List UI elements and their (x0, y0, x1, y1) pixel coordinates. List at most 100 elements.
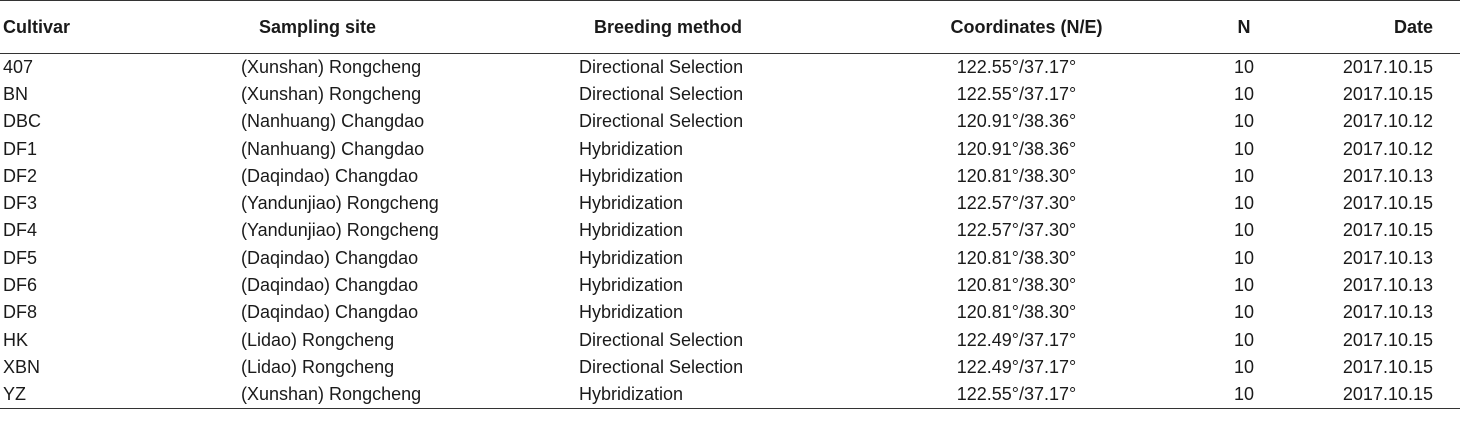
table-row: YZ (Xunshan) Rongcheng Hybridization 122.55… (0, 381, 1460, 409)
cultivar-cell: DF1 (3, 138, 38, 159)
coordinates-cell: 122.55°/37.17° (956, 83, 1077, 104)
date-cell: 2017.10.15 (1342, 56, 1433, 77)
date-cell: 2017.10.13 (1342, 275, 1433, 296)
table-body: 407 (Xunshan) Rongcheng Directional Select… (0, 54, 1460, 409)
table-row: DF8 (Daqindao) Changdao Hybridization 120.8… (0, 299, 1460, 326)
table-row: HK (Lidao) Rongcheng Directional Selection… (0, 326, 1460, 353)
cultivar-table: Cultivar Sampling site Breeding method C… (0, 0, 1460, 409)
table-row: DF4 (Yandunjiao) Rongcheng Hybridization 12… (0, 217, 1460, 244)
n-cell: 10 (1233, 220, 1255, 241)
sampling-site-cell: (Lidao) Rongcheng (241, 329, 395, 350)
date-cell: 2017.10.15 (1342, 220, 1433, 241)
cultivar-cell: BN (3, 83, 29, 104)
sampling-site-cell: (Yandunjiao) Rongcheng (241, 193, 439, 214)
date-cell: 2017.10.13 (1342, 165, 1433, 186)
coordinates-cell: 120.81°/38.30° (956, 275, 1077, 296)
header-cultivar: Cultivar (0, 0, 241, 54)
coordinates-cell: 120.91°/38.36° (956, 111, 1077, 132)
breeding-method-cell: Hybridization (579, 165, 684, 186)
n-cell: 10 (1233, 302, 1255, 323)
sampling-site-cell: (Daqindao) Changdao (241, 302, 419, 323)
coordinates-cell: 122.49°/37.17° (956, 329, 1077, 350)
breeding-method-cell: Directional Selection (579, 356, 744, 377)
sampling-site-cell: (Xunshan) Rongcheng (241, 83, 422, 104)
date-cell: 2017.10.15 (1342, 356, 1433, 377)
cultivar-cell: XBN (3, 356, 41, 377)
date-cell: 2017.10.15 (1342, 83, 1433, 104)
coordinates-cell: 122.49°/37.17° (956, 356, 1077, 377)
coordinates-cell: 122.55°/37.17° (879, 381, 1174, 409)
n-cell: 10 (1233, 329, 1255, 350)
n-cell: 10 (1174, 381, 1314, 409)
table-row: DF1 (Nanhuang) Changdao Hybridization 120.9… (0, 135, 1460, 162)
coordinates-cell: 120.81°/38.30° (956, 165, 1077, 186)
cultivar-cell: DF8 (3, 302, 38, 323)
table-row: XBN (Lidao) Rongcheng Directional Selectio… (0, 354, 1460, 381)
sampling-site-cell: (Lidao) Rongcheng (241, 356, 395, 377)
n-cell: 10 (1233, 275, 1255, 296)
table-row: BN (Xunshan) Rongcheng Directional Selecti… (0, 81, 1460, 108)
coordinates-cell: 120.91°/38.36° (956, 138, 1077, 159)
breeding-method-cell: Hybridization (579, 381, 879, 409)
coordinates-cell: 122.57°/37.30° (956, 193, 1077, 214)
sampling-site-cell: (Xunshan) Rongcheng (241, 56, 422, 77)
cultivar-cell: DF6 (3, 275, 38, 296)
date-cell: 2017.10.13 (1342, 302, 1433, 323)
table-header: Cultivar Sampling site Breeding method C… (0, 0, 1460, 54)
n-cell: 10 (1233, 138, 1255, 159)
header-date: Date (1314, 0, 1460, 54)
header-breeding-method: Breeding method (579, 0, 879, 54)
cultivar-cell: DF4 (3, 220, 38, 241)
cultivar-cell: DF3 (3, 193, 38, 214)
sampling-site-cell: (Daqindao) Changdao (241, 247, 419, 268)
table-row: DF2 (Daqindao) Changdao Hybridization 120.8… (0, 163, 1460, 190)
breeding-method-cell: Directional Selection (579, 329, 744, 350)
sampling-site-cell: (Nanhuang) Changdao (241, 111, 425, 132)
table-row: DF3 (Yandunjiao) Rongcheng Hybridization 12… (0, 190, 1460, 217)
cultivar-cell: DF2 (3, 165, 38, 186)
cultivar-cell: HK (3, 329, 29, 350)
table-row: 407 (Xunshan) Rongcheng Directional Select… (0, 54, 1460, 81)
table-row: DF5 (Daqindao) Changdao Hybridization 120.8… (0, 245, 1460, 272)
n-cell: 10 (1233, 193, 1255, 214)
n-cell: 10 (1233, 356, 1255, 377)
sampling-site-cell: (Yandunjiao) Rongcheng (241, 220, 439, 241)
breeding-method-cell: Hybridization (579, 302, 684, 323)
breeding-method-cell: Hybridization (579, 220, 684, 241)
n-cell: 10 (1233, 83, 1255, 104)
breeding-method-cell: Directional Selection (579, 83, 744, 104)
cultivar-cell: DF5 (3, 247, 38, 268)
coordinates-cell: 122.55°/37.17° (956, 56, 1077, 77)
breeding-method-cell: Directional Selection (579, 111, 744, 132)
n-cell: 10 (1233, 247, 1255, 268)
coordinates-cell: 120.81°/38.30° (956, 302, 1077, 323)
breeding-method-cell: Directional Selection (579, 56, 744, 77)
coordinates-cell: 122.57°/37.30° (956, 220, 1077, 241)
n-cell: 10 (1233, 165, 1255, 186)
date-cell: 2017.10.15 (1342, 193, 1433, 214)
header-coordinates: Coordinates (N/E) (879, 0, 1174, 54)
date-cell: 2017.10.12 (1342, 111, 1433, 132)
date-cell: 2017.10.13 (1342, 247, 1433, 268)
sampling-site-cell: (Daqindao) Changdao (241, 165, 419, 186)
n-cell: 10 (1233, 56, 1255, 77)
cultivar-cell: YZ (0, 381, 241, 409)
header-n: N (1174, 0, 1314, 54)
table-row: DF6 (Daqindao) Changdao Hybridization 120.8… (0, 272, 1460, 299)
breeding-method-cell: Hybridization (579, 138, 684, 159)
table-row: DBC (Nanhuang) Changdao Directional Select… (0, 108, 1460, 135)
date-cell: 2017.10.15 (1314, 381, 1460, 409)
breeding-method-cell: Hybridization (579, 193, 684, 214)
header-row: Cultivar Sampling site Breeding method C… (0, 0, 1460, 54)
breeding-method-cell: Hybridization (579, 247, 684, 268)
breeding-method-cell: Hybridization (579, 275, 684, 296)
cultivar-cell: DBC (3, 111, 42, 132)
coordinates-cell: 120.81°/38.30° (956, 247, 1077, 268)
date-cell: 2017.10.15 (1342, 329, 1433, 350)
header-sampling-site: Sampling site (241, 0, 579, 54)
cultivar-cell: 407 (3, 56, 34, 77)
n-cell: 10 (1233, 111, 1255, 132)
sampling-site-cell: (Xunshan) Rongcheng (241, 381, 579, 409)
sampling-site-cell: (Daqindao) Changdao (241, 275, 419, 296)
sampling-site-cell: (Nanhuang) Changdao (241, 138, 425, 159)
